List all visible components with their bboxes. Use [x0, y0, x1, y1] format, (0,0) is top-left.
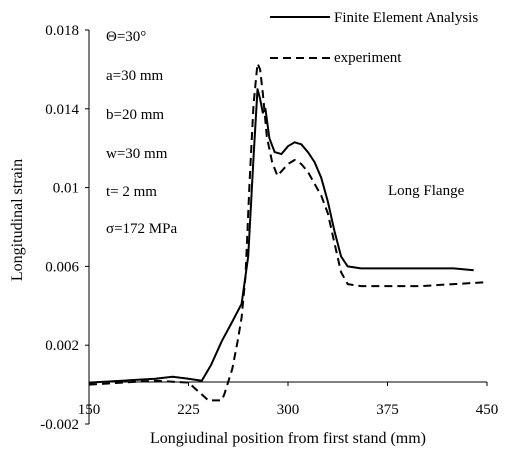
x-tick-label: 150 [78, 402, 101, 418]
param-t: t= 2 mm [106, 184, 157, 200]
y-tick-label: 0.01 [53, 181, 79, 197]
series-line-fea [88, 88, 474, 384]
region-label: Long Flange [388, 183, 465, 199]
y-tick-label: 0.006 [45, 259, 79, 275]
param-w: w=30 mm [106, 146, 168, 162]
x-tick-label: 375 [376, 402, 399, 418]
x-tick-label: 300 [277, 402, 300, 418]
param-sigma: σ=172 MPa [106, 221, 177, 237]
param-b: b=20 mm [106, 107, 164, 123]
legend: Finite Element Analysis experiment [270, 10, 478, 66]
y-axis-label: Longitudinal strain [9, 159, 26, 281]
y-tick-label: 0.014 [45, 102, 79, 118]
y-tick-label: 0.002 [45, 338, 79, 354]
parameter-annotations: Θ=30° a=30 mm b=20 mm w=30 mm t= 2 mm σ=… [106, 29, 177, 237]
param-a: a=30 mm [106, 68, 164, 84]
series-line-experiment [88, 62, 488, 402]
x-tick-label: 450 [476, 402, 499, 418]
ticks: -0.002 0.002 0.006 0.01 0.014 0.018 150 225 300 3… [40, 23, 498, 433]
legend-label-fea: Finite Element Analysis [334, 10, 478, 26]
legend-label-experiment: experiment [334, 50, 402, 66]
x-axis-label: Longiudinal position from first stand (m… [150, 430, 426, 447]
x-tick-label: 225 [177, 402, 200, 418]
y-tick-label: 0.018 [45, 23, 79, 39]
param-theta: Θ=30° [106, 29, 146, 45]
y-tick-label: -0.002 [40, 417, 79, 433]
plot-lines [88, 62, 488, 402]
